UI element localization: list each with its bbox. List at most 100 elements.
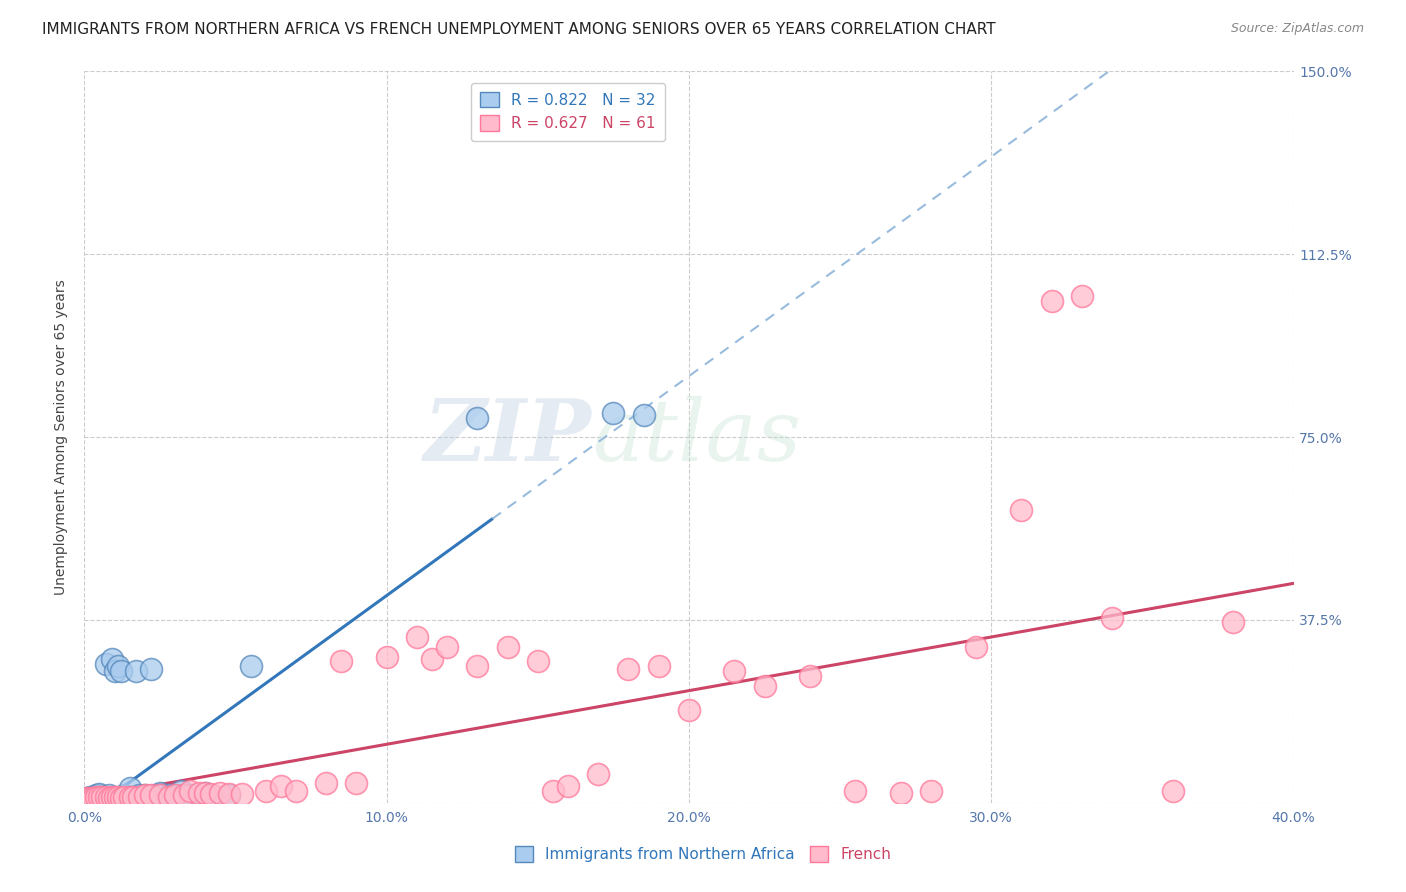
- Point: [91, 789, 114, 804]
- Point: [557, 779, 579, 793]
- Point: [467, 659, 489, 673]
- Point: [165, 789, 187, 803]
- Point: [134, 789, 156, 803]
- Point: [86, 789, 108, 803]
- Text: ZIP: ZIP: [425, 395, 592, 479]
- Point: [139, 662, 162, 676]
- Point: [97, 789, 120, 803]
- Point: [128, 789, 150, 803]
- Point: [1071, 288, 1094, 302]
- Point: [285, 783, 308, 797]
- Point: [723, 664, 745, 678]
- Point: [648, 659, 671, 673]
- Point: [86, 789, 108, 804]
- Point: [799, 669, 821, 683]
- Point: [82, 789, 104, 804]
- Point: [188, 786, 211, 800]
- Point: [678, 703, 700, 717]
- Point: [118, 781, 141, 796]
- Point: [89, 789, 111, 803]
- Point: [149, 789, 172, 803]
- Point: [121, 789, 143, 804]
- Point: [965, 640, 987, 654]
- Point: [104, 664, 127, 678]
- Point: [1101, 610, 1123, 624]
- Point: [118, 789, 141, 804]
- Point: [104, 789, 127, 804]
- Point: [200, 787, 222, 801]
- Point: [128, 789, 150, 804]
- Point: [139, 789, 162, 803]
- Y-axis label: Unemployment Among Seniors over 65 years: Unemployment Among Seniors over 65 years: [53, 279, 67, 595]
- Point: [89, 787, 111, 801]
- Point: [110, 791, 132, 805]
- Point: [107, 659, 129, 673]
- Point: [91, 789, 114, 804]
- Point: [1011, 503, 1033, 517]
- Point: [100, 789, 122, 804]
- Point: [157, 789, 180, 803]
- Point: [149, 786, 172, 800]
- Point: [89, 789, 111, 804]
- Point: [209, 786, 232, 800]
- Point: [107, 789, 129, 804]
- Point: [754, 679, 776, 693]
- Legend: R = 0.822   N = 32, R = 0.627   N = 61: R = 0.822 N = 32, R = 0.627 N = 61: [471, 83, 665, 141]
- Point: [231, 787, 253, 801]
- Text: atlas: atlas: [592, 396, 801, 478]
- Point: [110, 664, 132, 678]
- Point: [1040, 293, 1063, 308]
- Point: [527, 654, 550, 668]
- Point: [844, 783, 866, 797]
- Point: [270, 779, 292, 793]
- Point: [134, 789, 156, 803]
- Point: [94, 789, 117, 804]
- Text: IMMIGRANTS FROM NORTHERN AFRICA VS FRENCH UNEMPLOYMENT AMONG SENIORS OVER 65 YEA: IMMIGRANTS FROM NORTHERN AFRICA VS FRENC…: [42, 22, 995, 37]
- Point: [375, 649, 398, 664]
- Point: [890, 786, 912, 800]
- Point: [194, 786, 217, 800]
- Point: [112, 789, 135, 804]
- Point: [125, 664, 148, 678]
- Point: [79, 791, 101, 805]
- Point: [617, 662, 640, 676]
- Point: [315, 776, 337, 790]
- Point: [1222, 615, 1244, 630]
- Point: [179, 783, 201, 797]
- Point: [218, 789, 240, 803]
- Legend: Immigrants from Northern Africa, French: Immigrants from Northern Africa, French: [509, 840, 897, 868]
- Point: [346, 776, 368, 790]
- Point: [76, 791, 98, 805]
- Point: [97, 791, 120, 805]
- Point: [420, 652, 443, 666]
- Point: [541, 783, 564, 797]
- Point: [170, 783, 193, 797]
- Point: [920, 783, 942, 797]
- Point: [436, 640, 458, 654]
- Point: [173, 789, 195, 803]
- Point: [254, 783, 277, 797]
- Point: [633, 408, 655, 422]
- Point: [82, 791, 104, 805]
- Point: [602, 406, 624, 420]
- Point: [100, 652, 122, 666]
- Point: [165, 789, 187, 803]
- Point: [76, 791, 98, 805]
- Point: [1161, 783, 1184, 797]
- Point: [112, 789, 135, 803]
- Point: [200, 789, 222, 803]
- Point: [157, 789, 180, 804]
- Point: [82, 791, 104, 805]
- Point: [496, 640, 519, 654]
- Point: [467, 410, 489, 425]
- Point: [588, 766, 610, 780]
- Point: [94, 657, 117, 671]
- Point: [330, 654, 353, 668]
- Point: [194, 786, 217, 800]
- Point: [406, 630, 429, 644]
- Point: [179, 789, 201, 803]
- Point: [79, 789, 101, 804]
- Text: Source: ZipAtlas.com: Source: ZipAtlas.com: [1230, 22, 1364, 36]
- Point: [218, 787, 240, 801]
- Point: [239, 659, 262, 673]
